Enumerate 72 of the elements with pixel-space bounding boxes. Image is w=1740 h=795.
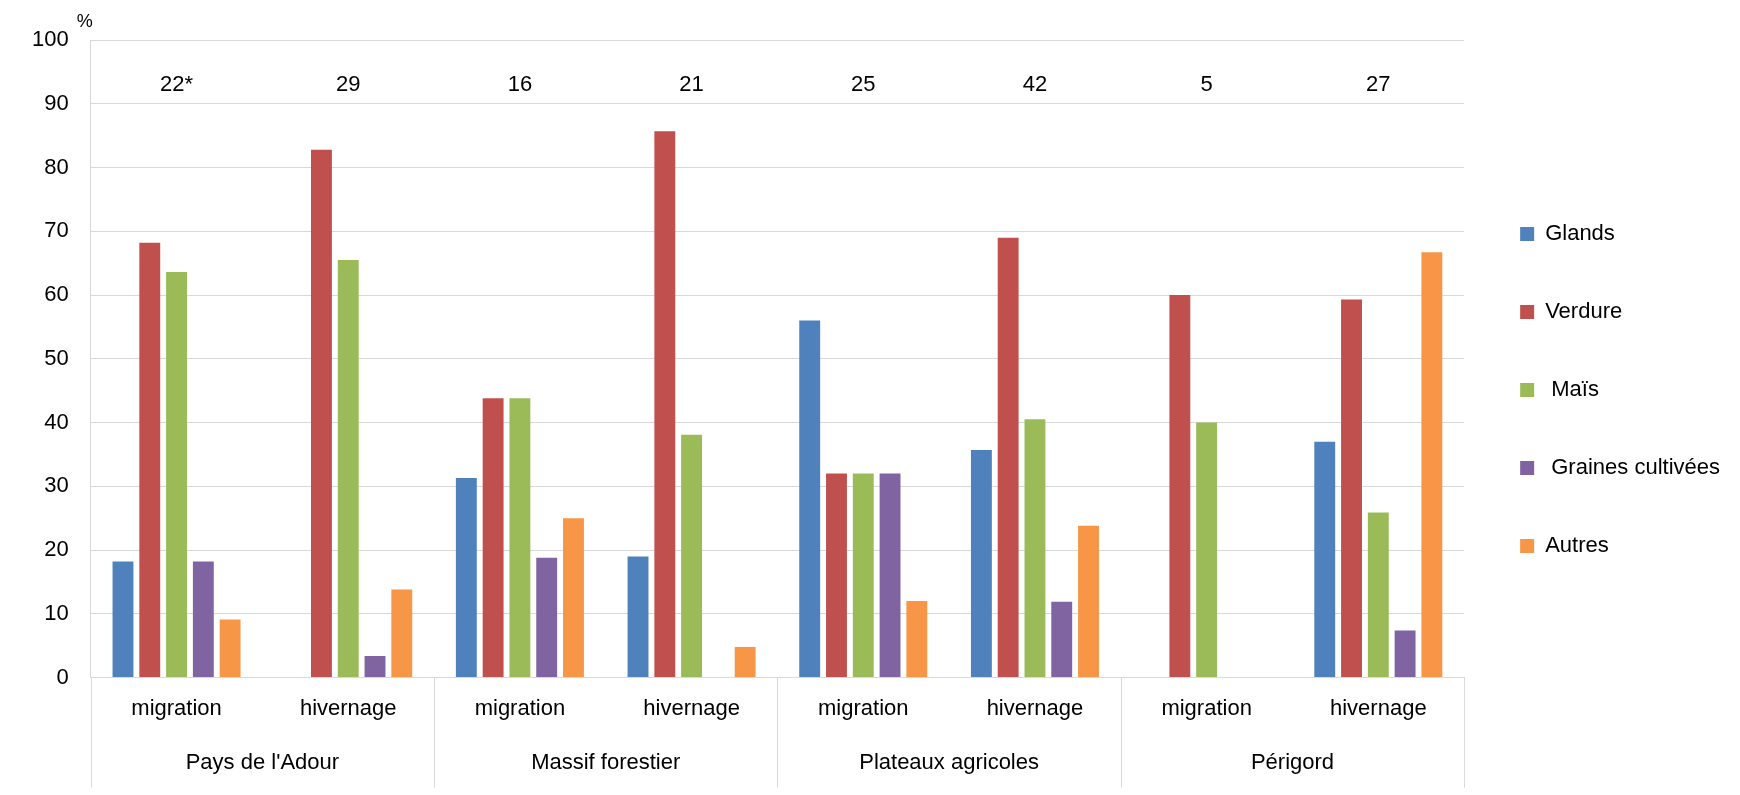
- bar: [311, 149, 332, 678]
- y-tick-label: 50: [44, 344, 69, 370]
- annotation: 5: [1200, 71, 1213, 97]
- bar: [391, 589, 413, 678]
- bar: [970, 449, 992, 678]
- bar: [1196, 422, 1218, 678]
- bar: [563, 518, 584, 678]
- bar: [906, 601, 928, 678]
- bar: [1341, 299, 1362, 678]
- bar: [1367, 512, 1389, 678]
- annotation: 29: [335, 71, 361, 97]
- x-tick-label: migration: [474, 694, 566, 720]
- y-tick-label: 60: [44, 281, 69, 307]
- bar: [852, 473, 874, 678]
- y-tick-label: 90: [44, 89, 69, 115]
- y-tick-label: 80: [44, 153, 69, 179]
- bar: [826, 473, 847, 678]
- y-axis-title: %: [76, 10, 93, 31]
- x-tick-label: hivernage: [986, 694, 1084, 720]
- bar: [166, 272, 187, 678]
- annotation: 27: [1366, 71, 1391, 97]
- bar: [879, 473, 901, 678]
- annotation: 21: [679, 71, 704, 97]
- x-tick-label: hivernage: [643, 694, 740, 720]
- bar: [364, 655, 386, 678]
- annotation: 22*: [160, 71, 194, 97]
- x-tick-label: hivernage: [1329, 694, 1427, 720]
- bar: [654, 131, 676, 678]
- legend-label: Graines cultivées: [1545, 454, 1721, 480]
- y-tick-label: 0: [56, 663, 69, 689]
- bar: [1169, 295, 1191, 678]
- bar: [1051, 601, 1073, 678]
- bar: [1394, 630, 1416, 678]
- y-tick-label: 10: [44, 599, 69, 625]
- bar: [1314, 441, 1336, 678]
- bar: [734, 647, 756, 678]
- legend-label: Autres: [1545, 532, 1609, 558]
- legend-label: Maïs: [1545, 376, 1599, 402]
- bar: [799, 320, 821, 678]
- x-tick-label: migration: [1161, 694, 1252, 720]
- text: Massif forestier: [531, 748, 681, 774]
- x-tick-label: migration: [131, 694, 222, 720]
- bar: [337, 259, 359, 678]
- bar: [536, 557, 558, 678]
- bar: [139, 242, 161, 678]
- bar: [1421, 252, 1443, 678]
- bar: [482, 398, 504, 678]
- bar: [1078, 525, 1099, 678]
- y-tick-label: 70: [44, 217, 69, 243]
- legend-label: Glands: [1545, 220, 1615, 246]
- bar: [509, 398, 531, 678]
- annotation: 25: [851, 71, 876, 97]
- y-tick-label: 30: [44, 472, 69, 498]
- x-tick-label: migration: [818, 694, 909, 720]
- text: Pays de l'Adour: [185, 748, 340, 774]
- y-tick-label: 20: [44, 536, 69, 562]
- bar: [681, 434, 703, 678]
- annotation: 16: [507, 71, 533, 97]
- bar: [627, 556, 649, 678]
- text: Périgord: [1250, 748, 1335, 774]
- text: Plateaux agricoles: [859, 748, 1039, 774]
- y-tick-label: 100: [31, 26, 69, 52]
- bar: [1024, 419, 1046, 678]
- bar: [455, 478, 477, 678]
- legend-label: Verdure: [1545, 298, 1623, 324]
- bar: [112, 561, 134, 678]
- y-tick-label: 40: [44, 408, 69, 434]
- annotation: 42: [1022, 71, 1048, 97]
- bar: [997, 237, 1019, 678]
- x-tick-label: hivernage: [299, 694, 397, 720]
- bar: [219, 619, 241, 678]
- bar: [192, 561, 214, 678]
